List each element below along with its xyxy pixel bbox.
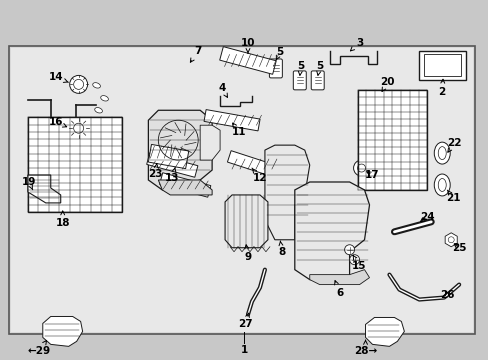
Bar xyxy=(219,47,276,74)
Text: 26: 26 xyxy=(439,289,453,300)
Text: 13: 13 xyxy=(164,167,179,183)
Text: ←29: ←29 xyxy=(27,341,50,356)
Text: 14: 14 xyxy=(48,72,68,82)
Text: 17: 17 xyxy=(365,170,379,180)
Polygon shape xyxy=(42,316,82,346)
Bar xyxy=(419,50,465,80)
Ellipse shape xyxy=(433,142,449,164)
FancyBboxPatch shape xyxy=(310,71,324,90)
Text: 5: 5 xyxy=(275,48,283,60)
Text: 15: 15 xyxy=(351,255,366,271)
Polygon shape xyxy=(365,318,404,346)
Text: 27: 27 xyxy=(237,313,252,329)
FancyBboxPatch shape xyxy=(293,71,305,90)
Circle shape xyxy=(69,75,87,93)
Text: 9: 9 xyxy=(244,245,251,262)
Circle shape xyxy=(344,245,354,255)
Bar xyxy=(203,109,260,131)
Ellipse shape xyxy=(93,124,100,129)
Text: 2: 2 xyxy=(438,79,445,97)
Text: 8: 8 xyxy=(278,241,285,257)
Text: 10: 10 xyxy=(240,37,255,53)
Ellipse shape xyxy=(433,174,449,196)
Circle shape xyxy=(68,118,88,138)
Text: 19: 19 xyxy=(21,177,36,190)
Text: 5: 5 xyxy=(297,62,304,75)
Bar xyxy=(227,151,278,177)
Text: 25: 25 xyxy=(451,243,466,253)
Polygon shape xyxy=(264,145,309,240)
Polygon shape xyxy=(158,180,212,195)
Bar xyxy=(9,45,474,334)
Polygon shape xyxy=(307,215,339,245)
Circle shape xyxy=(353,160,369,176)
Ellipse shape xyxy=(101,96,108,101)
Text: 5: 5 xyxy=(315,62,323,75)
Bar xyxy=(28,117,122,212)
Text: 24: 24 xyxy=(419,212,434,222)
Bar xyxy=(424,54,460,76)
Bar xyxy=(11,48,472,332)
Text: 4: 4 xyxy=(218,84,227,98)
Text: 23: 23 xyxy=(148,163,163,179)
Polygon shape xyxy=(294,182,369,280)
Text: 22: 22 xyxy=(446,138,461,152)
Text: 7: 7 xyxy=(190,45,202,62)
Polygon shape xyxy=(309,270,369,285)
Text: 12: 12 xyxy=(251,168,266,183)
Text: 16: 16 xyxy=(48,117,66,127)
Ellipse shape xyxy=(93,83,100,88)
Text: 3: 3 xyxy=(350,37,363,51)
Bar xyxy=(159,173,210,197)
Text: 6: 6 xyxy=(334,281,343,298)
Text: 20: 20 xyxy=(379,77,394,91)
Text: 11: 11 xyxy=(231,123,246,137)
Text: 21: 21 xyxy=(445,190,460,203)
Ellipse shape xyxy=(95,108,102,113)
Circle shape xyxy=(349,255,359,265)
Polygon shape xyxy=(148,110,212,190)
Text: 1: 1 xyxy=(240,345,247,355)
Text: 18: 18 xyxy=(55,211,70,228)
Polygon shape xyxy=(200,125,220,160)
Ellipse shape xyxy=(100,136,107,140)
Bar xyxy=(357,90,427,190)
Bar xyxy=(146,153,198,177)
Text: 28→: 28→ xyxy=(353,340,376,356)
Bar xyxy=(148,144,188,168)
FancyBboxPatch shape xyxy=(269,59,282,78)
Polygon shape xyxy=(224,195,267,248)
Polygon shape xyxy=(28,175,61,203)
